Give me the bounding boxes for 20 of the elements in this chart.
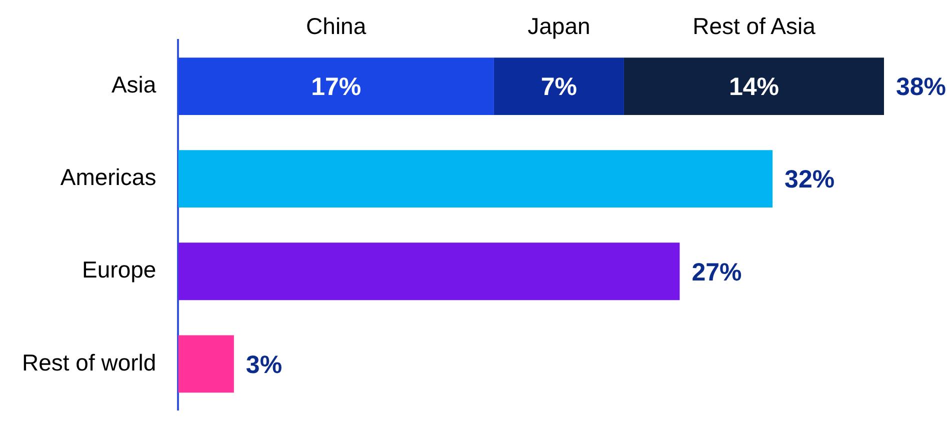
- bar: [494, 58, 624, 115]
- total-label: 3%: [246, 350, 282, 379]
- bar: [178, 58, 494, 115]
- data-label: 7%: [540, 73, 578, 102]
- data-label: 17%: [311, 73, 362, 102]
- series-label: Japan: [528, 12, 590, 39]
- y-tick-label: Europe: [82, 256, 156, 283]
- total-label: 27%: [692, 258, 742, 286]
- total-label: 38%: [896, 73, 946, 102]
- data-label: 14%: [728, 73, 780, 102]
- bar: [178, 242, 680, 300]
- y-tick-label: Asia: [111, 72, 156, 98]
- bar: [178, 150, 773, 208]
- y-tick-label: Americas: [60, 164, 156, 190]
- series-label: Rest of Asia: [692, 12, 816, 39]
- bar: [624, 58, 884, 115]
- total-label: 32%: [784, 166, 835, 194]
- series-label: China: [306, 12, 366, 39]
- y-tick-label: Rest of world: [22, 349, 156, 376]
- bar: [178, 335, 234, 393]
